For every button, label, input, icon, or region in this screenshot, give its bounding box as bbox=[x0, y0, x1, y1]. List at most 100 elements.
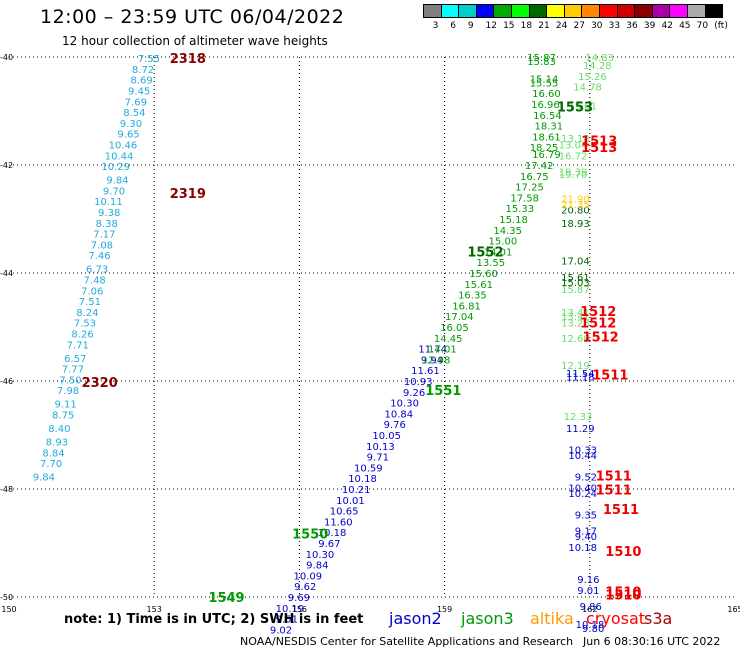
swh-label: 8.93 bbox=[46, 437, 68, 448]
swh-label: 8.40 bbox=[48, 424, 70, 435]
time-label: 1512 bbox=[580, 317, 616, 332]
swh-label: 10.24 bbox=[568, 489, 597, 500]
swh-label: 18.25 bbox=[530, 143, 559, 154]
swh-label: 13.23 bbox=[561, 319, 590, 330]
swh-label: 10.18 bbox=[568, 543, 597, 554]
time-label: 2320 bbox=[82, 376, 118, 391]
legend-tick-label: 24 bbox=[555, 21, 568, 31]
swh-label: 9.62 bbox=[294, 582, 316, 593]
swh-label: 8.24 bbox=[76, 308, 98, 319]
swh-label: 18.31 bbox=[535, 122, 564, 133]
legend-tick-label: 9 bbox=[467, 21, 474, 31]
satellite-name: cryosat bbox=[586, 609, 646, 628]
swh-label: 15.00 bbox=[489, 237, 518, 248]
legend-tick-label: 3 bbox=[432, 21, 439, 31]
swh-label: 16.60 bbox=[532, 89, 561, 100]
legend-tick-label: 45 bbox=[679, 21, 691, 31]
swh-label: 7.48 bbox=[84, 275, 106, 286]
swh-label: 10.44 bbox=[568, 451, 597, 462]
swh-label: 9.94 bbox=[421, 355, 443, 366]
swh-label: 7.70 bbox=[40, 459, 62, 470]
swh-label: 9.16 bbox=[577, 575, 599, 586]
legend-tick-label: 30 bbox=[591, 21, 603, 31]
satellite-name: jason3 bbox=[461, 609, 514, 628]
swh-label: 9.86 bbox=[580, 602, 602, 613]
swh-label: 8.69 bbox=[130, 76, 152, 87]
y-tick-label: -44 bbox=[0, 269, 13, 278]
legend-tick-label: 42 bbox=[661, 21, 673, 31]
swh-label: 8.72 bbox=[132, 65, 154, 76]
y-tick-label: -50 bbox=[0, 593, 13, 602]
swh-label: 13.18 bbox=[561, 134, 590, 145]
swh-label: 16.79 bbox=[532, 150, 561, 161]
legend-tick-label: (ft) bbox=[714, 21, 728, 31]
legend-swatch bbox=[704, 4, 724, 18]
time-label: 1512 bbox=[580, 305, 616, 320]
swh-label: 17.58 bbox=[510, 193, 539, 204]
swh-label: 9.17 bbox=[575, 527, 597, 538]
time-label: 1553 bbox=[557, 101, 593, 116]
time-label: 1549 bbox=[208, 591, 244, 606]
swh-label: 8.75 bbox=[52, 410, 74, 421]
satellite-name: jason2 bbox=[389, 609, 442, 628]
x-tick-label: 165 bbox=[727, 605, 740, 614]
swh-label: 13.04 bbox=[559, 140, 588, 151]
swh-label: 11.61 bbox=[411, 366, 440, 377]
swh-label: 14.78 bbox=[573, 83, 602, 94]
swh-label: 10.46 bbox=[109, 140, 138, 151]
swh-label: 9.76 bbox=[384, 420, 406, 431]
swh-label: 16.81 bbox=[452, 301, 481, 312]
swh-label: 7.51 bbox=[79, 297, 101, 308]
satellite-name: s3a bbox=[644, 609, 673, 628]
legend-tick-label: 36 bbox=[626, 21, 638, 31]
swh-label: 18.93 bbox=[561, 219, 590, 230]
swh-label: 14.45 bbox=[434, 334, 463, 345]
legend-tick-label: 6 bbox=[450, 21, 456, 31]
swh-label: 7.50 bbox=[59, 375, 81, 386]
swh-label: 12.19 bbox=[561, 361, 590, 372]
swh-label: 21.35 bbox=[561, 200, 590, 211]
time-label: 1511 bbox=[603, 503, 639, 518]
x-tick-label: 156 bbox=[292, 605, 307, 614]
swh-label: 6.57 bbox=[64, 354, 86, 365]
legend-tick-label: 39 bbox=[643, 21, 656, 31]
swh-label: 10.84 bbox=[384, 409, 413, 420]
swh-label: 9.02 bbox=[270, 625, 292, 636]
swh-label: 9.30 bbox=[120, 119, 142, 130]
swh-label: 12.69 bbox=[561, 334, 590, 345]
swh-label: 10.01 bbox=[336, 496, 365, 507]
swh-label: 16.35 bbox=[458, 291, 487, 302]
swh-label: 9.35 bbox=[575, 510, 597, 521]
chart-subtitle: 12 hour collection of altimeter wave hei… bbox=[62, 34, 328, 48]
swh-label: 14.83 bbox=[585, 53, 614, 64]
swh-label: 10.13 bbox=[366, 442, 395, 453]
time-label: 1513 bbox=[581, 135, 617, 150]
swh-label: 15.55 bbox=[530, 78, 559, 89]
swh-label: 10.18 bbox=[576, 620, 605, 631]
swh-label: 7.55 bbox=[138, 54, 160, 65]
swh-label: 12.98 bbox=[422, 355, 451, 366]
legend-tick-label: 18 bbox=[520, 21, 533, 31]
swh-label: 16.72 bbox=[559, 151, 588, 162]
time-label: 1511 bbox=[596, 484, 632, 499]
swh-label: 14.01 bbox=[484, 247, 513, 258]
swh-label: 13.55 bbox=[476, 258, 505, 269]
swh-label: 14.01 bbox=[428, 345, 457, 356]
swh-label: 9.01 bbox=[577, 586, 599, 597]
swh-label: 11.18 bbox=[566, 373, 595, 384]
swh-label: 19.39 bbox=[559, 167, 588, 178]
generated-timestamp: Jun 6 08:30:16 UTC 2022 bbox=[583, 635, 721, 648]
swh-label: 16.96 bbox=[531, 100, 560, 111]
time-label: 1510 bbox=[605, 545, 641, 560]
swh-label: 10.11 bbox=[94, 197, 123, 208]
swh-label: 11.60 bbox=[324, 517, 353, 528]
swh-label: 9.70 bbox=[103, 186, 125, 197]
swh-label: 13.41 bbox=[561, 312, 590, 323]
swh-label: 9.84 bbox=[106, 176, 128, 187]
swh-label: 10.44 bbox=[105, 151, 134, 162]
swh-label: 9.84 bbox=[33, 473, 55, 484]
x-tick-label: 159 bbox=[437, 605, 452, 614]
swh-label: 10.30 bbox=[390, 399, 419, 410]
swh-label: 10.59 bbox=[354, 463, 383, 474]
